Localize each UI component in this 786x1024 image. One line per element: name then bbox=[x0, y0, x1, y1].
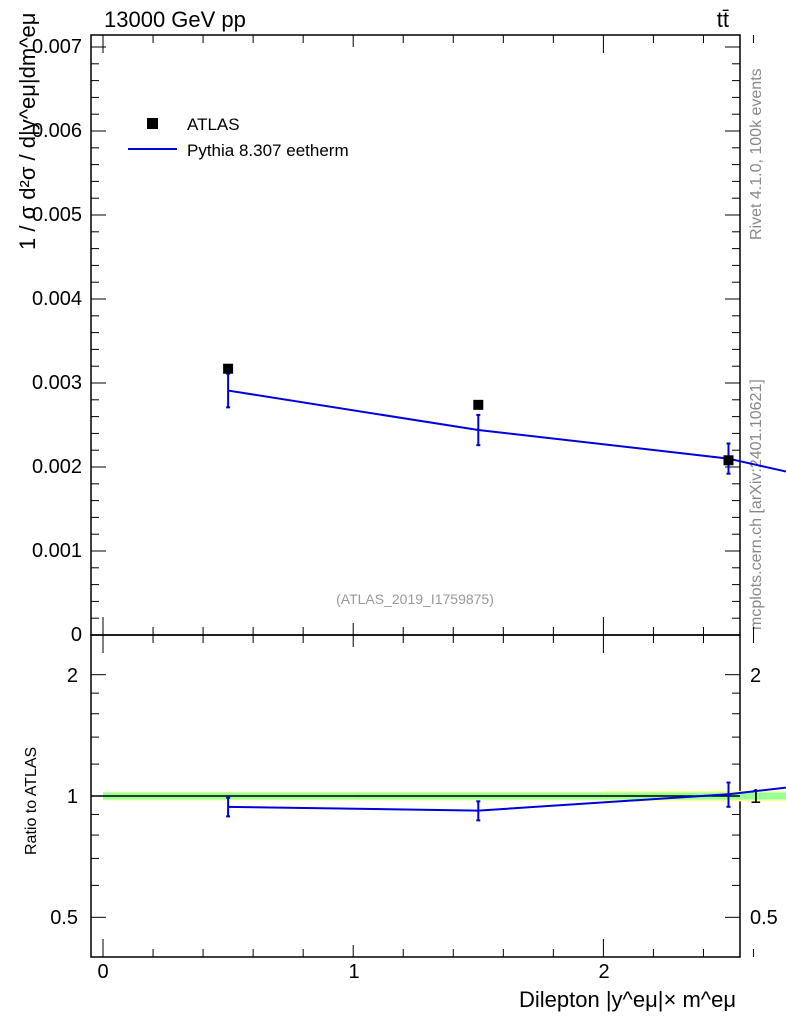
ratio-plot-marks bbox=[226, 781, 786, 822]
legend-mc-label: Pythia 8.307 eetherm bbox=[187, 141, 349, 160]
xtick-0: 0 bbox=[97, 961, 108, 983]
legend-data-label: ATLAS bbox=[187, 115, 240, 134]
axis-ticks bbox=[91, 35, 755, 957]
ytick-2: 0.002 bbox=[32, 456, 82, 478]
rtick-right-05: 0.5 bbox=[750, 907, 778, 929]
ytick-1: 0.001 bbox=[32, 540, 82, 562]
ytick-0: 0 bbox=[71, 624, 82, 646]
ytick-7: 0.007 bbox=[32, 36, 82, 58]
legend-data-marker bbox=[147, 118, 158, 129]
main-plot-marks bbox=[223, 363, 786, 475]
ytick-6: 0.006 bbox=[32, 120, 82, 142]
rtick-right-2: 2 bbox=[750, 665, 761, 687]
rtick-right-1: 1 bbox=[750, 786, 761, 808]
rtick-left-2: 2 bbox=[67, 665, 78, 687]
mc-line bbox=[227, 389, 786, 473]
legend: ATLAS Pythia 8.307 eetherm bbox=[128, 115, 349, 160]
xtick-1: 1 bbox=[348, 961, 359, 983]
x-tick-labels: 0 1 2 bbox=[97, 961, 609, 983]
data-point bbox=[473, 399, 484, 410]
ytick-5: 0.005 bbox=[32, 204, 82, 226]
process-label: tt̄ bbox=[717, 7, 729, 32]
rtick-left-05: 0.5 bbox=[50, 907, 78, 929]
ytick-3: 0.003 bbox=[32, 372, 82, 394]
ratio-y-axis-title: Ratio to ATLAS bbox=[23, 747, 40, 855]
ratio-y-tick-labels: 0.5 1 2 0.5 1 2 bbox=[50, 665, 778, 929]
rivet-label: Rivet 4.1.0, 100k events bbox=[748, 68, 765, 240]
analysis-watermark: (ATLAS_2019_I1759875) bbox=[336, 591, 494, 607]
source-label: mcplots.cern.ch [arXiv:2401.10621] bbox=[748, 379, 765, 630]
data-point bbox=[723, 455, 734, 466]
xtick-2: 2 bbox=[598, 961, 609, 983]
rtick-left-1: 1 bbox=[67, 786, 78, 808]
energy-label: 13000 GeV pp bbox=[104, 7, 246, 32]
x-axis-title: Dilepton |y^eμ|× m^eμ bbox=[519, 987, 736, 1012]
data-point bbox=[223, 363, 234, 374]
ytick-4: 0.004 bbox=[32, 288, 82, 310]
main-y-tick-labels: 0 0.001 0.002 0.003 0.004 0.005 0.006 0.… bbox=[32, 36, 82, 646]
main-y-axis-title: 1 / σ d²σ / d|y^eμ|dm^eμ bbox=[15, 13, 40, 250]
